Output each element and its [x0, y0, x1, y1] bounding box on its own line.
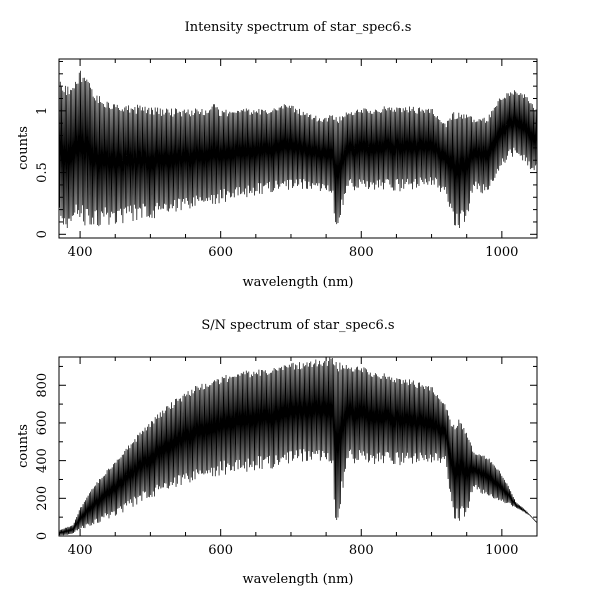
x-axis-label: wavelength (nm)	[242, 572, 353, 587]
x-tick-label: 600	[208, 543, 233, 558]
axis-ticks: 400 600 800 1000 0 0.5 1	[35, 59, 538, 260]
x-tick-label: 800	[349, 543, 374, 558]
sn-chart: S/N spectrum of star_spec6.s 400 600 800 10…	[16, 318, 538, 587]
axis-ticks: 400 600 800 1000 0 200 400 600 800	[35, 357, 538, 558]
sn-spectrum-series	[58, 357, 537, 536]
x-tick-label: 1000	[485, 245, 518, 260]
intensity-chart: Intensity spectrum of star_spec6.s 400 60…	[16, 20, 538, 290]
x-tick-label: 400	[68, 543, 93, 558]
y-axis-label: counts	[16, 126, 31, 170]
y-tick-label: 400	[35, 448, 50, 473]
plot-frame	[58, 58, 538, 239]
y-tick-label: 600	[35, 411, 50, 436]
chart-title: S/N spectrum of star_spec6.s	[201, 318, 394, 333]
x-tick-label: 1000	[485, 543, 518, 558]
x-axis-label: wavelength (nm)	[242, 275, 353, 290]
spectrum-line	[58, 357, 537, 536]
y-tick-label: 200	[35, 486, 50, 511]
x-tick-label: 600	[208, 245, 233, 260]
intensity-spectrum-series	[58, 70, 537, 229]
spectrum-line	[58, 70, 537, 229]
x-tick-label: 800	[349, 245, 374, 260]
y-tick-label: 800	[35, 373, 50, 398]
y-tick-label: 0	[35, 230, 50, 238]
y-tick-label: 0.5	[35, 162, 50, 183]
y-tick-label: 1	[35, 107, 50, 115]
y-axis-label: counts	[16, 424, 31, 468]
plot-frame	[58, 356, 538, 537]
chart-title: Intensity spectrum of star_spec6.s	[185, 20, 412, 35]
x-tick-label: 400	[68, 245, 93, 260]
y-tick-label: 0	[35, 532, 50, 540]
